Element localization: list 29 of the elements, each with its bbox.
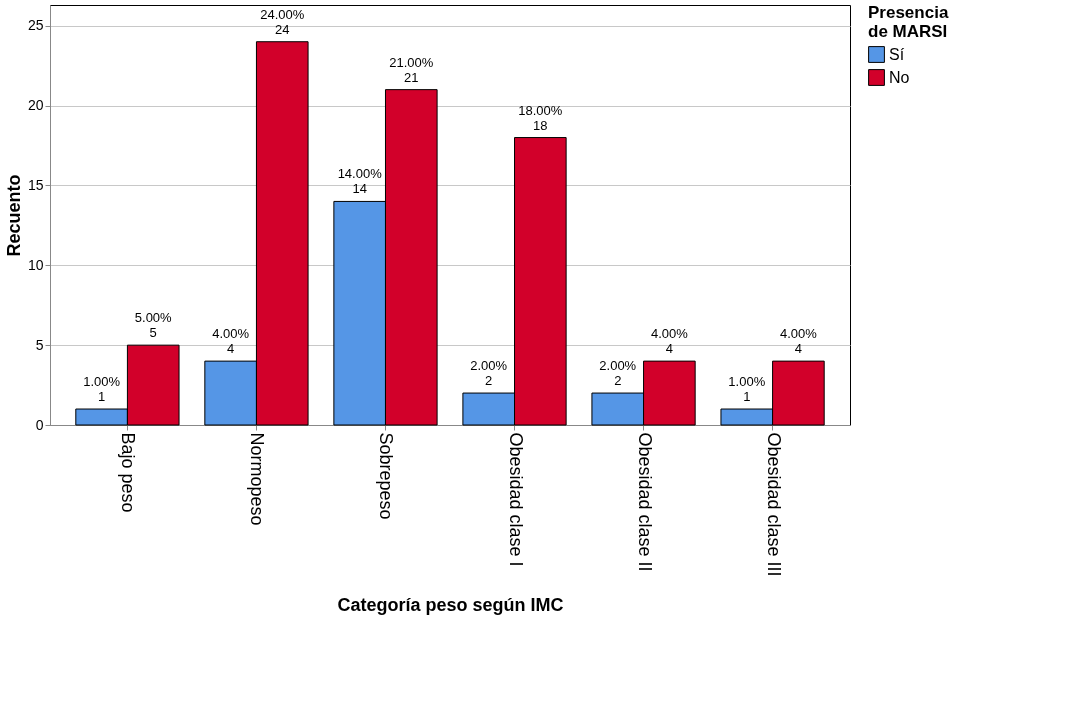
x-tick-label: Bajo peso [118,432,139,513]
data-label: 2.00% 2 [599,358,637,389]
data-label: 4.00% 4 [212,326,250,357]
x-tick-label: Normopeso [247,432,268,526]
data-label: 24.00% 24 [260,6,305,37]
y-tick-label: 20 [27,97,44,114]
legend-label: Sí [889,45,905,63]
data-label: 4.00% 4 [779,326,818,357]
legend-title: Presencia de MARSI [868,3,949,41]
data-label: 1.00% 1 [728,374,766,405]
y-axis-title: Recuento [3,174,24,257]
x-tick-label: Obesidad clase III [763,432,784,577]
data-label: 21.00% 21 [389,54,434,85]
data-label: 5.00% 5 [134,310,173,341]
data-label: 4.00% 4 [650,326,689,357]
y-tick-label: 10 [27,256,44,273]
x-tick-label: Obesidad clase II [634,432,655,572]
data-label: 2.00% 2 [470,358,508,389]
data-label: 14.00% 14 [337,166,383,197]
data-label: 1.00% 1 [83,374,121,405]
y-tick-label: 25 [27,17,44,34]
y-tick-label: 15 [27,176,44,193]
data-label: 18.00% 18 [518,102,563,133]
x-axis-title: Categoría peso según IMC [337,594,564,615]
y-tick-label: 5 [35,336,44,353]
y-tick-label: 0 [35,416,44,433]
x-tick-label: Sobrepeso [376,432,397,520]
x-tick-label: Obesidad clase I [505,432,526,567]
legend-label: No [889,68,910,86]
